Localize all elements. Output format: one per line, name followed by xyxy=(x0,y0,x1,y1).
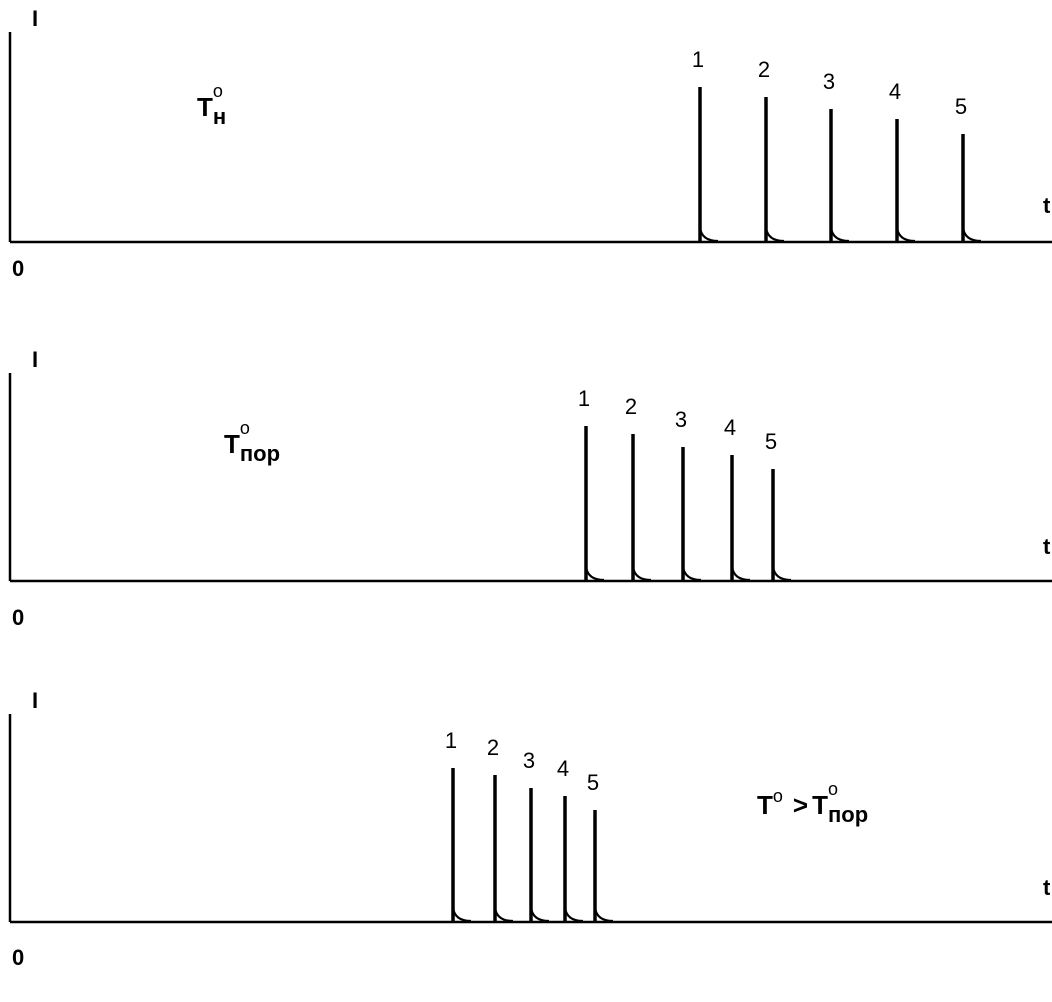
peak-tail-4 xyxy=(563,907,584,923)
temp-subscript: н xyxy=(212,104,227,129)
threshold-symbol: T xyxy=(812,790,828,820)
origin-label: 0 xyxy=(12,605,25,630)
temp-symbol: T xyxy=(757,790,773,820)
y-axis-label: I xyxy=(32,6,39,31)
y-axis-label: I xyxy=(32,347,39,372)
peak-label-1: 1 xyxy=(578,386,590,411)
peak-label-2: 2 xyxy=(625,394,637,419)
x-axis-label: t xyxy=(1043,534,1051,559)
peak-label-5: 5 xyxy=(955,94,967,119)
relation-symbol: > xyxy=(792,790,809,820)
x-axis-label: t xyxy=(1043,193,1051,218)
peak-tail-2 xyxy=(631,566,652,582)
peak-label-2: 2 xyxy=(758,57,770,82)
peak-tail-5 xyxy=(771,566,792,582)
temp-symbol: T xyxy=(224,429,240,459)
peak-label-5: 5 xyxy=(587,770,599,795)
threshold-degree: o xyxy=(827,779,838,799)
x-axis-label: t xyxy=(1043,875,1051,900)
peak-tail-4 xyxy=(895,227,916,243)
peak-label-3: 3 xyxy=(675,407,687,432)
peak-label-5: 5 xyxy=(765,429,777,454)
peak-tail-1 xyxy=(451,907,472,923)
temp-degree: o xyxy=(772,786,783,806)
peak-label-3: 3 xyxy=(823,69,835,94)
peak-tail-3 xyxy=(529,907,550,923)
peaks-group: 1 2 3 4 5 xyxy=(692,47,982,243)
peak-tail-1 xyxy=(584,566,605,582)
peak-tail-4 xyxy=(730,566,751,582)
temp-subscript: пор xyxy=(239,441,281,466)
peak-tail-3 xyxy=(681,566,702,582)
plot-area: 1 2 3 4 5 xyxy=(8,32,1052,244)
peak-tail-1 xyxy=(698,227,719,243)
peak-tail-2 xyxy=(493,907,514,923)
temp-symbol: T xyxy=(197,92,213,122)
peak-label-4: 4 xyxy=(724,415,736,440)
peaks-group: 1 2 3 4 5 xyxy=(578,386,792,582)
peak-label-3: 3 xyxy=(523,748,535,773)
y-axis-label: I xyxy=(32,688,39,713)
origin-label: 0 xyxy=(12,256,25,281)
plot-area: 1 2 3 4 5 xyxy=(8,373,1052,583)
origin-label: 0 xyxy=(12,945,25,970)
peak-label-1: 1 xyxy=(445,728,457,753)
peak-tail-5 xyxy=(961,227,982,243)
peak-tail-5 xyxy=(593,907,614,923)
peak-label-4: 4 xyxy=(557,756,569,781)
peak-label-4: 4 xyxy=(889,79,901,104)
peak-tail-2 xyxy=(764,227,785,243)
peak-tail-3 xyxy=(829,227,850,243)
peak-label-2: 2 xyxy=(487,735,499,760)
peak-label-1: 1 xyxy=(692,47,704,72)
temp-degree: o xyxy=(239,418,250,438)
temp-degree: o xyxy=(212,81,223,101)
threshold-subscript: пор xyxy=(827,802,869,827)
